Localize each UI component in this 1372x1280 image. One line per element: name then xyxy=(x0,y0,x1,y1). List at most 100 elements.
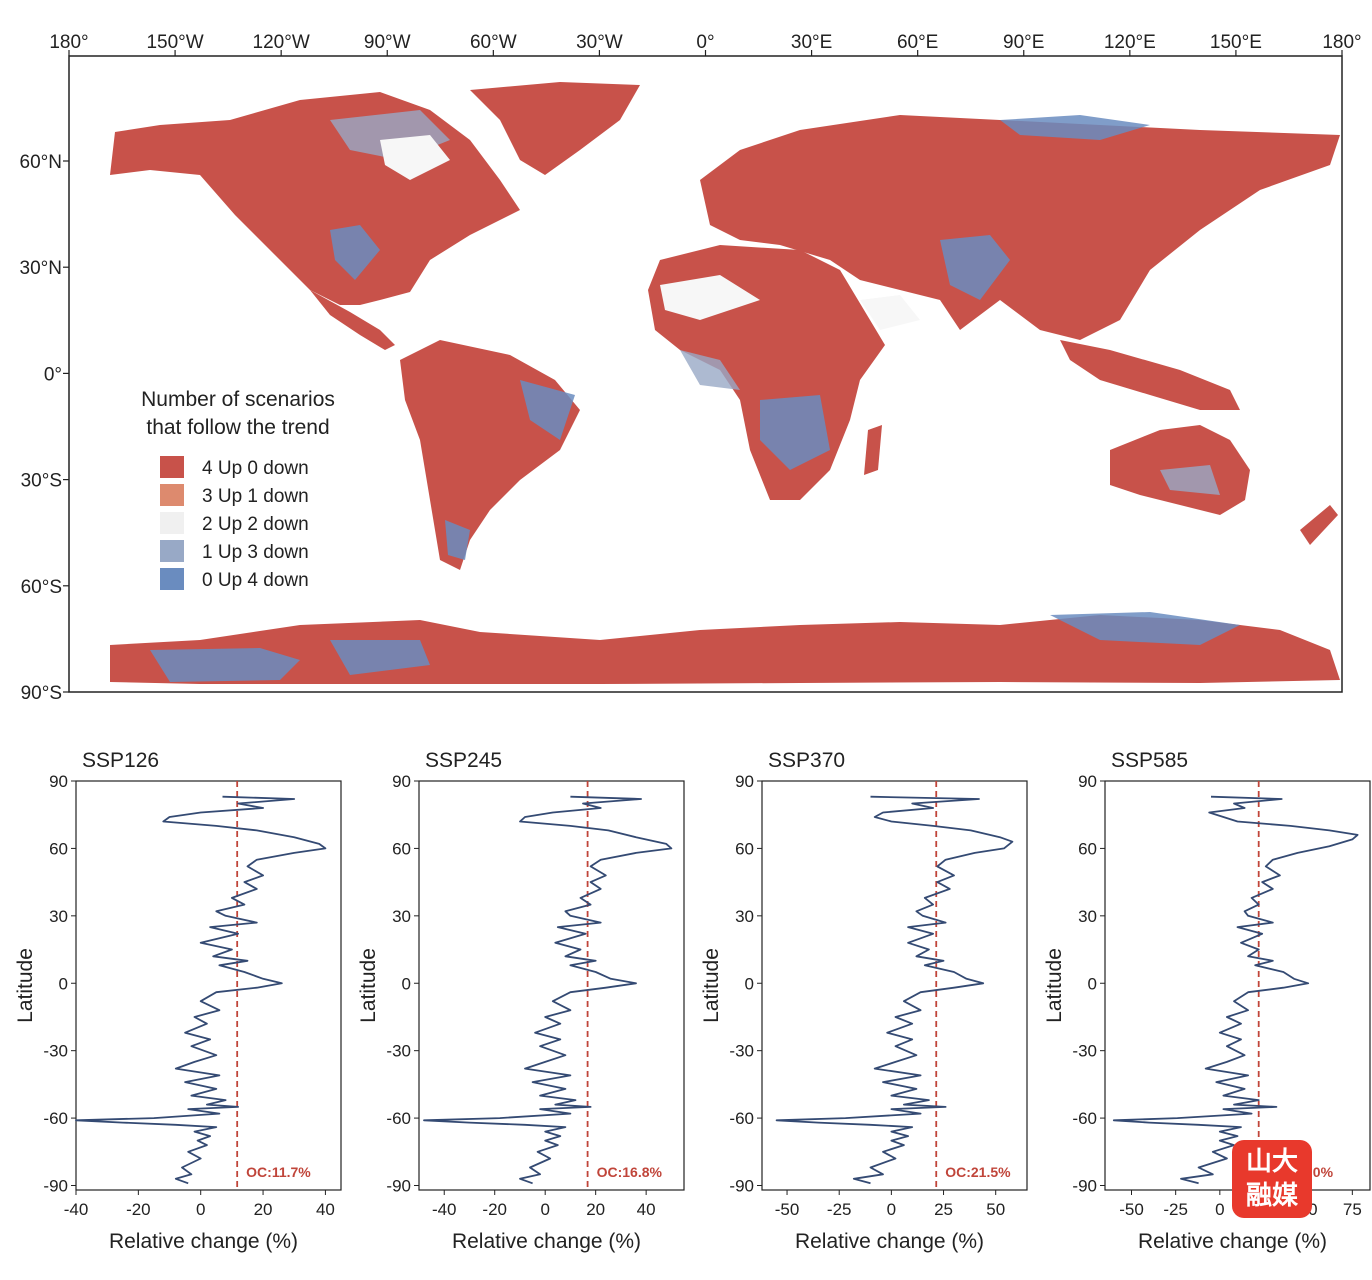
x-tick-label: 75 xyxy=(1343,1200,1362,1219)
land-antarctica xyxy=(110,615,1340,684)
y-tick-label: 0 xyxy=(402,974,411,993)
y-tick-label: 60 xyxy=(49,839,68,858)
lon-tick-label: 60°W xyxy=(470,32,517,53)
world-map: 180° 150°W 120°W 90°W 60°W 30°W 0° 30°E 60°E 90°E… xyxy=(20,32,1362,704)
oc-label: OC:16.8% xyxy=(597,1164,663,1180)
panel-ssp245: SSP245 -90 -60 -30 0 30 60 90 -40 -20 0 20 40 Relativ… xyxy=(357,749,685,1253)
y-tick-label: 90 xyxy=(735,772,754,791)
x-tick-label: 0 xyxy=(196,1200,205,1219)
x-tick-label: 20 xyxy=(586,1200,605,1219)
x-tick-label: 50 xyxy=(986,1200,1005,1219)
x-tick-label: 20 xyxy=(254,1200,273,1219)
y-axis-label: Latitude xyxy=(700,948,723,1023)
lon-tick-label: 180° xyxy=(1322,32,1361,53)
legend-swatch xyxy=(160,484,184,506)
legend-swatch xyxy=(160,456,184,478)
plot-frame xyxy=(75,780,342,1191)
panel-title: SSP245 xyxy=(425,749,502,772)
watermark-line1: 山大 xyxy=(1245,1147,1298,1177)
legend-label: 2 Up 2 down xyxy=(202,514,309,535)
y-tick-label: 60 xyxy=(392,839,411,858)
land-madagascar xyxy=(864,425,882,475)
y-tick-label: 90 xyxy=(1078,772,1097,791)
relative-change-line xyxy=(75,795,327,1185)
y-tick-label: -90 xyxy=(386,1177,411,1196)
x-tick-label: -20 xyxy=(126,1200,151,1219)
y-tick-label: 0 xyxy=(1088,974,1097,993)
y-tick-label: 60 xyxy=(1078,839,1097,858)
x-tick-label: 40 xyxy=(316,1200,335,1219)
lon-tick-label: 60°E xyxy=(897,32,938,53)
panel-title: SSP370 xyxy=(768,749,845,772)
y-tick-label: 60 xyxy=(735,839,754,858)
x-tick-label: 0 xyxy=(540,1200,549,1219)
relative-change-line xyxy=(1112,795,1359,1185)
land-white-patches xyxy=(380,135,920,330)
x-tick-label: 0 xyxy=(1215,1200,1224,1219)
legend-swatch xyxy=(160,540,184,562)
lon-tick-label: 150°W xyxy=(146,32,203,53)
panel-ssp585: SSP585-90-60-300306090-50-250255075Relat… xyxy=(1043,749,1371,1253)
y-tick-label: 90 xyxy=(49,772,68,791)
plot-frame xyxy=(761,780,1028,1191)
x-tick-label: -50 xyxy=(775,1200,800,1219)
y-tick-label: -90 xyxy=(1072,1177,1097,1196)
y-tick-label: 30 xyxy=(1078,907,1097,926)
x-axis-label: Relative change (%) xyxy=(1138,1230,1327,1253)
legend-title-line2: that follow the trend xyxy=(146,416,329,439)
lon-tick-label: 120°W xyxy=(253,32,310,53)
legend-label: 4 Up 0 down xyxy=(202,458,309,479)
lat-tick-label: 30°S xyxy=(21,471,62,492)
lon-tick-label: 30°W xyxy=(576,32,623,53)
y-tick-label: -30 xyxy=(386,1042,411,1061)
relative-change-line xyxy=(423,795,673,1185)
land-greenland xyxy=(470,82,640,175)
oc-label: OC:11.7% xyxy=(246,1164,311,1180)
x-tick-label: 0 xyxy=(887,1200,896,1219)
y-tick-label: 0 xyxy=(59,974,68,993)
x-axis-label: Relative change (%) xyxy=(795,1230,984,1253)
y-tick-label: -60 xyxy=(1072,1109,1097,1128)
x-tick-label: -20 xyxy=(482,1200,507,1219)
lon-tick-label: 0° xyxy=(696,32,714,53)
land-central-america xyxy=(310,290,395,350)
y-axis-label: Latitude xyxy=(14,948,37,1023)
y-axis-label: Latitude xyxy=(1043,948,1066,1023)
y-tick-label: -90 xyxy=(43,1177,68,1196)
legend-swatch xyxy=(160,512,184,534)
lat-tick-label: 60°S xyxy=(21,577,62,598)
lat-tick-label: 0° xyxy=(44,364,62,385)
x-tick-label: -40 xyxy=(432,1200,457,1219)
y-tick-label: -30 xyxy=(1072,1042,1097,1061)
x-axis-label: Relative change (%) xyxy=(452,1230,641,1253)
watermark-line2: 融媒 xyxy=(1245,1181,1298,1211)
y-tick-label: -60 xyxy=(43,1109,68,1128)
y-tick-label: -60 xyxy=(729,1109,754,1128)
panel-ssp370: SSP370 -90 -60 -30 0 30 60 90 -50 -25 0 25 50Relativ… xyxy=(700,749,1028,1253)
lon-tick-label: 180° xyxy=(49,32,88,53)
plot-frame xyxy=(418,780,685,1191)
land-eurasia xyxy=(700,115,1340,340)
lon-tick-label: 30°E xyxy=(791,32,832,53)
lon-tick-label: 150°E xyxy=(1210,32,1262,53)
watermark-logo: 山大 融媒 xyxy=(1232,1140,1312,1218)
y-tick-label: 30 xyxy=(735,907,754,926)
x-tick-label: -25 xyxy=(827,1200,852,1219)
y-tick-label: -60 xyxy=(386,1109,411,1128)
panel-title: SSP585 xyxy=(1111,749,1188,772)
y-tick-label: 0 xyxy=(745,974,754,993)
y-tick-label: -30 xyxy=(729,1042,754,1061)
x-tick-label: -40 xyxy=(64,1200,89,1219)
lat-tick-label: 60°N xyxy=(20,152,62,173)
land-new-zealand xyxy=(1300,505,1338,545)
lat-tick-label: 30°N xyxy=(20,258,62,279)
legend-title-line1: Number of scenarios xyxy=(141,388,335,411)
y-tick-label: 90 xyxy=(392,772,411,791)
legend-label: 1 Up 3 down xyxy=(202,542,309,563)
x-tick-label: 40 xyxy=(637,1200,656,1219)
lon-tick-label: 90°E xyxy=(1003,32,1044,53)
y-tick-label: 30 xyxy=(49,907,68,926)
y-tick-label: -90 xyxy=(729,1177,754,1196)
legend-label: 3 Up 1 down xyxy=(202,486,309,507)
relative-change-line xyxy=(775,795,1014,1185)
